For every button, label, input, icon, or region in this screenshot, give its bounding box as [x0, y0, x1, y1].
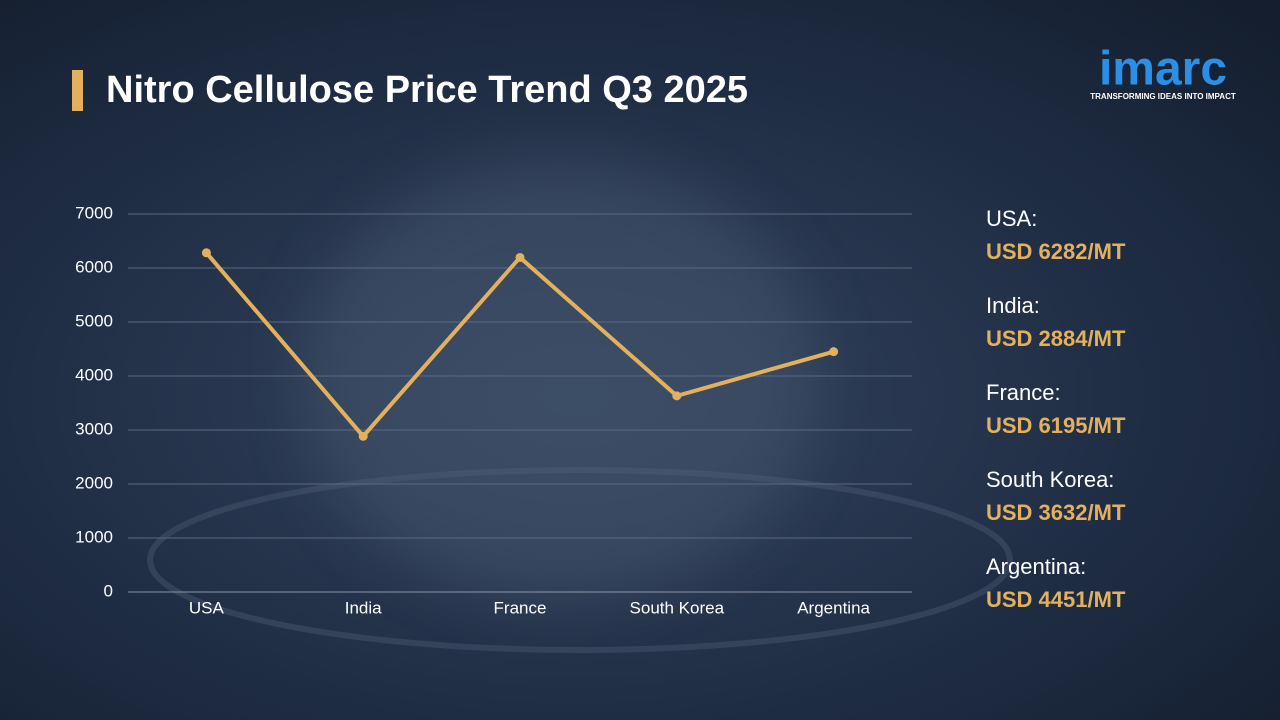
side-label: South Korea:: [986, 467, 1114, 492]
x-tick-label: India: [345, 598, 382, 617]
y-tick-label: 3000: [75, 419, 113, 438]
chart-title: Nitro Cellulose Price Trend Q3 2025: [106, 69, 748, 111]
x-tick-label: Argentina: [797, 598, 870, 617]
point: [829, 347, 839, 357]
side-label: France:: [986, 380, 1061, 405]
value-label: USD 6282/MT: [986, 239, 1126, 264]
background-cotton: [300, 160, 820, 600]
y-tick-label: 4000: [75, 365, 113, 384]
y-tick-label: 5000: [75, 311, 113, 330]
x-tick-label: USA: [189, 598, 225, 617]
y-tick-label: 0: [104, 581, 113, 600]
x-tick-label: France: [494, 598, 547, 617]
background-dish: [147, 467, 1013, 653]
x-tick-label: South Korea: [630, 598, 725, 617]
logo-name: imarc: [1099, 43, 1227, 96]
point: [515, 252, 525, 262]
value-label: USD 3632/MT: [986, 500, 1126, 525]
side-label: USA:: [986, 206, 1037, 231]
logo-tagline: TRANSFORMING IDEAS INTO IMPACT: [1090, 92, 1236, 101]
y-tick-label: 2000: [75, 473, 113, 492]
title-accent: [72, 70, 83, 111]
point: [201, 248, 211, 258]
point: [672, 391, 682, 401]
value-label: USD 6195/MT: [986, 413, 1126, 438]
side-label: Argentina:: [986, 554, 1086, 579]
value-label: USD 4451/MT: [986, 587, 1126, 612]
value-label: USD 2884/MT: [986, 326, 1126, 351]
y-tick-label: 7000: [75, 203, 113, 222]
point: [358, 431, 368, 441]
y-tick-label: 1000: [75, 527, 113, 546]
y-tick-label: 6000: [75, 257, 113, 276]
side-label: India:: [986, 293, 1040, 318]
